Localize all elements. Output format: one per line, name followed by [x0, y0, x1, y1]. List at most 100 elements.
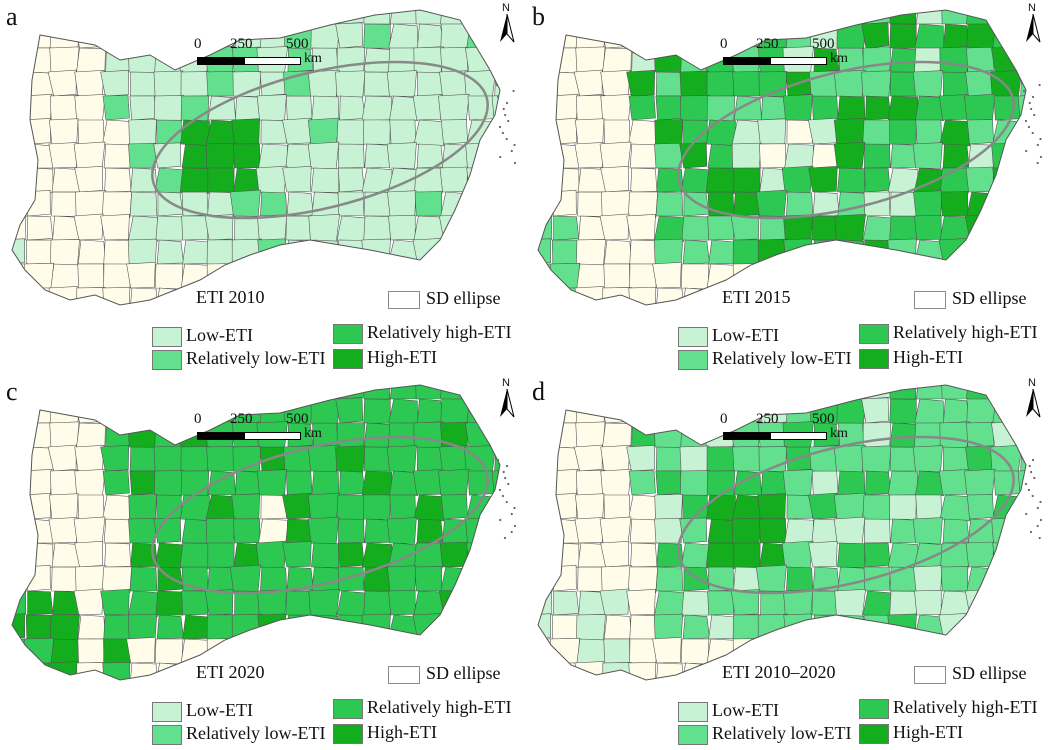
- island-mark: [499, 518, 502, 522]
- city-region: [865, 470, 892, 496]
- city-region: [603, 119, 631, 145]
- city-region: [311, 566, 340, 592]
- city-region: [48, 517, 78, 544]
- city-region: [939, 215, 971, 243]
- city-region: [412, 613, 441, 640]
- city-region: [812, 638, 840, 664]
- island-mark: [1039, 500, 1042, 504]
- city-region: [965, 541, 994, 568]
- city-region: [439, 638, 471, 666]
- city-region: [1017, 239, 1026, 266]
- city-region: [706, 10, 735, 25]
- city-region: [440, 566, 471, 593]
- map-canvas: [11, 384, 517, 681]
- city-region: [442, 143, 470, 169]
- city-region: [285, 590, 313, 616]
- city-region: [599, 213, 630, 241]
- island-mark: [1028, 101, 1031, 105]
- city-region: [968, 518, 996, 544]
- city-region: [680, 638, 710, 665]
- city-region: [207, 542, 235, 568]
- city-region: [912, 445, 943, 472]
- city-region: [180, 95, 210, 122]
- city-region: [548, 189, 577, 217]
- city-region: [387, 190, 417, 217]
- city-region: [679, 70, 710, 98]
- city-region: [707, 590, 735, 616]
- map-panel-c: c N 0 250 500 km ETI 2020 SD ellipse Low…: [0, 375, 526, 750]
- city-region: [628, 470, 656, 496]
- city-region: [338, 143, 365, 169]
- city-region: [466, 239, 496, 266]
- city-region: [677, 396, 708, 424]
- city-region: [758, 263, 788, 290]
- city-region: [969, 239, 996, 265]
- city-region: [76, 47, 106, 74]
- city-region: [77, 263, 105, 289]
- city-region: [538, 215, 553, 241]
- city-region: [50, 263, 80, 290]
- city-region: [74, 445, 105, 472]
- city-region: [389, 119, 417, 145]
- city-region: [915, 95, 945, 121]
- city-region: [103, 385, 131, 400]
- city-region: [206, 239, 236, 266]
- island-mark: [1031, 95, 1035, 99]
- city-region: [655, 662, 684, 680]
- city-region: [538, 542, 554, 568]
- city-region: [494, 71, 500, 97]
- city-region: [258, 263, 288, 290]
- city-region: [412, 238, 441, 265]
- city-region: [965, 385, 996, 401]
- city-region: [258, 518, 288, 545]
- city-region: [75, 565, 107, 594]
- city-region: [389, 95, 419, 121]
- city-region: [629, 143, 658, 169]
- sd-ellipse: [151, 435, 489, 595]
- city-region: [550, 47, 580, 74]
- city-region: [335, 445, 366, 473]
- city-region: [759, 518, 787, 544]
- city-region: [538, 143, 554, 169]
- city-region: [812, 263, 840, 289]
- city-region: [260, 566, 288, 592]
- north-arrow-icon: N: [1018, 2, 1048, 46]
- island-mark: [507, 482, 510, 486]
- island-mark: [510, 149, 513, 153]
- city-region: [538, 95, 555, 123]
- city-region: [337, 542, 365, 568]
- city-region: [336, 422, 366, 449]
- city-region: [180, 385, 209, 400]
- city-region: [364, 638, 391, 664]
- city-region: [811, 215, 839, 241]
- city-region: [50, 239, 80, 266]
- city-region: [706, 385, 735, 400]
- island-mark: [505, 464, 509, 468]
- city-region: [231, 385, 263, 402]
- city-region: [156, 614, 184, 640]
- island-mark: [513, 143, 516, 147]
- city-region: [553, 590, 580, 616]
- city-region: [12, 95, 29, 123]
- city-region: [27, 215, 54, 241]
- map-title: ETI 2020: [196, 662, 265, 682]
- city-region: [285, 662, 313, 680]
- city-region: [992, 614, 1022, 641]
- city-region: [494, 167, 500, 193]
- city-region: [416, 446, 444, 472]
- city-region: [129, 470, 157, 496]
- city-region: [151, 21, 182, 49]
- city-region: [22, 117, 51, 145]
- city-region: [467, 215, 495, 241]
- city-region: [576, 614, 606, 641]
- city-region: [204, 589, 234, 616]
- city-region: [939, 494, 971, 522]
- city-region: [258, 143, 288, 170]
- city-region: [731, 517, 762, 545]
- city-region: [577, 566, 605, 592]
- city-region: [128, 494, 157, 520]
- city-region: [538, 494, 555, 520]
- city-region: [440, 494, 468, 520]
- city-region: [22, 385, 55, 402]
- city-region: [759, 143, 787, 169]
